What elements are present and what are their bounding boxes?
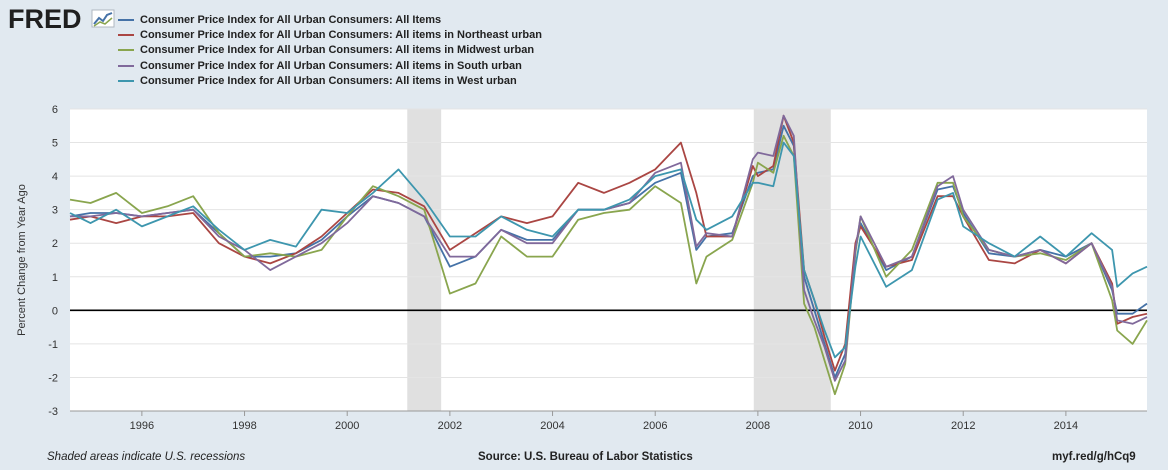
y-tick-label: 0 xyxy=(52,305,58,317)
y-tick-label: 3 xyxy=(52,205,58,217)
legend-item[interactable]: Consumer Price Index for All Urban Consu… xyxy=(118,27,542,42)
legend-item[interactable]: Consumer Price Index for All Urban Consu… xyxy=(118,12,542,27)
fred-logo-text: FRED xyxy=(8,4,82,34)
series-line xyxy=(69,141,1148,359)
legend-label: Consumer Price Index for All Urban Consu… xyxy=(140,59,522,72)
plot-area xyxy=(70,109,1147,411)
legend-swatch xyxy=(118,18,134,21)
legend-swatch xyxy=(118,80,134,83)
x-tick-label: 2012 xyxy=(951,420,975,432)
y-tick-label: 4 xyxy=(52,171,58,183)
legend-item[interactable]: Consumer Price Index for All Urban Consu… xyxy=(118,74,542,89)
x-tick-label: 2014 xyxy=(1054,420,1078,432)
legend-label: Consumer Price Index for All Urban Consu… xyxy=(140,13,442,26)
legend-swatch xyxy=(118,64,134,67)
legend-label: Consumer Price Index for All Urban Consu… xyxy=(140,44,535,57)
series-line xyxy=(69,114,1148,372)
recession-footnote: Shaded areas indicate U.S. recessions xyxy=(47,451,246,463)
legend-swatch xyxy=(118,34,134,37)
legend-swatch xyxy=(118,49,134,52)
legend-label: Consumer Price Index for All Urban Consu… xyxy=(140,29,542,42)
fred-logo[interactable]: FRED xyxy=(8,4,118,39)
recession-shading xyxy=(753,109,831,411)
source-credit: Source: U.S. Bureau of Labor Statistics xyxy=(478,451,693,463)
x-tick-label: 1996 xyxy=(130,420,154,432)
x-tick-label: 2008 xyxy=(746,420,770,432)
chart-legend: Consumer Price Index for All Urban Consu… xyxy=(118,12,542,89)
y-tick-label: -1 xyxy=(48,339,58,351)
x-tick-label: 1998 xyxy=(232,420,256,432)
legend-label: Consumer Price Index for All Urban Consu… xyxy=(140,75,517,88)
y-axis-label: Percent Change from Year Ago xyxy=(16,184,28,336)
y-tick-label: 5 xyxy=(52,138,58,150)
short-link[interactable]: myf.red/g/hCq9 xyxy=(1052,451,1136,463)
legend-item[interactable]: Consumer Price Index for All Urban Consu… xyxy=(118,58,542,73)
fred-logo-graphic: FRED xyxy=(8,4,115,34)
y-tick-label: -3 xyxy=(48,406,58,418)
y-tick-label: 6 xyxy=(52,104,58,116)
series-line xyxy=(69,134,1148,396)
x-tick-label: 2002 xyxy=(438,420,462,432)
legend-item[interactable]: Consumer Price Index for All Urban Consu… xyxy=(118,43,542,58)
y-tick-label: 1 xyxy=(52,272,58,284)
recession-shading xyxy=(407,109,442,411)
x-tick-label: 2004 xyxy=(540,420,564,432)
y-tick-label: -2 xyxy=(48,372,58,384)
series-line xyxy=(70,114,1148,382)
y-tick-label: 2 xyxy=(52,238,58,250)
fred-chart-icon xyxy=(91,9,115,28)
x-tick-label: 2000 xyxy=(335,420,359,432)
x-tick-label: 2010 xyxy=(848,420,872,432)
x-tick-label: 2006 xyxy=(643,420,667,432)
